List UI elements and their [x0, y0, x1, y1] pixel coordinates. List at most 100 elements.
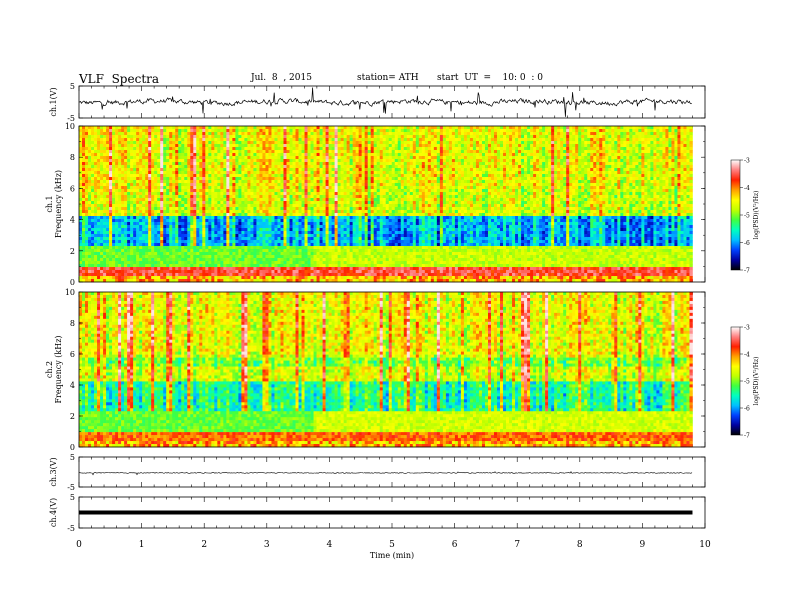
spectrogram-cell: [229, 216, 232, 219]
spectrogram-cell: [172, 213, 175, 216]
spectrogram-cell: [196, 219, 199, 222]
spectrogram-cell: [253, 246, 256, 249]
spectrogram-cell: [121, 216, 124, 219]
spectrogram-cell: [202, 177, 205, 180]
spectrogram-cell: [91, 195, 94, 198]
spectrogram-cell: [94, 171, 97, 174]
spectrogram-cell: [166, 177, 169, 180]
spectrogram-cell: [94, 126, 97, 129]
spectrogram-cell: [157, 246, 160, 249]
spectrogram-cell: [154, 267, 157, 270]
spectrogram-cell: [124, 195, 127, 198]
spectrogram-cell: [106, 270, 109, 273]
spectrogram-cell: [241, 144, 244, 147]
spectrogram-cell: [91, 264, 94, 267]
spectrogram-cell: [148, 171, 151, 174]
spectrogram-cell: [151, 216, 154, 219]
spectrogram-cell: [133, 129, 136, 132]
spectrogram-cell: [181, 219, 184, 222]
spectrogram-cell: [88, 210, 91, 213]
spectrogram-cell: [154, 153, 157, 156]
spectrogram-cell: [214, 156, 217, 159]
spectrogram-cell: [232, 168, 235, 171]
spectrogram-cell: [250, 270, 253, 273]
spectrogram-cell: [82, 273, 85, 276]
spectrogram-cell: [223, 222, 226, 225]
spectrogram-cell: [217, 207, 220, 210]
spectrogram-cell: [172, 249, 175, 252]
spectrogram-cell: [94, 180, 97, 183]
spectrogram-cell: [199, 159, 202, 162]
spectrogram-cell: [265, 255, 268, 258]
spectrogram-cell: [157, 267, 160, 270]
spectrogram-cell: [268, 225, 271, 228]
spectrogram-cell: [136, 201, 139, 204]
spectrogram-cell: [235, 135, 238, 138]
spectrogram-cell: [184, 204, 187, 207]
spectrogram-cell: [250, 141, 253, 144]
spectrogram-cell: [202, 126, 205, 129]
spectrogram-cell: [145, 213, 148, 216]
spectrogram-cell: [100, 126, 103, 129]
spectrogram-cell: [166, 252, 169, 255]
spectrogram-cell: [103, 231, 106, 234]
spectrogram-cell: [121, 195, 124, 198]
spectrogram-cell: [256, 276, 259, 279]
spectrogram-cell: [223, 243, 226, 246]
spectrogram-cell: [133, 255, 136, 258]
spectrogram-cell: [223, 177, 226, 180]
spectrogram-cell: [151, 267, 154, 270]
spectrogram-cell: [238, 198, 241, 201]
spectrogram-cell: [160, 210, 163, 213]
spectrogram-cell: [172, 237, 175, 240]
spectrogram-cell: [190, 249, 193, 252]
spectrogram-cell: [154, 210, 157, 213]
spectrogram-cell: [223, 267, 226, 270]
spectrogram-cell: [172, 183, 175, 186]
spectrogram-cell: [187, 270, 190, 273]
spectrogram-cell: [136, 249, 139, 252]
spectrogram-cell: [124, 138, 127, 141]
spectrogram-cell: [217, 261, 220, 264]
spectrogram-cell: [217, 198, 220, 201]
spectrogram-cell: [268, 204, 271, 207]
spectrogram-cell: [172, 144, 175, 147]
spectrogram-cell: [214, 234, 217, 237]
spectrogram-cell: [226, 138, 229, 141]
spectrogram-cell: [217, 204, 220, 207]
spectrogram-cell: [196, 228, 199, 231]
spectrogram-cell: [166, 237, 169, 240]
spectrogram-cell: [151, 138, 154, 141]
spectrogram-cell: [85, 126, 88, 129]
spectrogram-cell: [232, 126, 235, 129]
spectrogram-cell: [211, 192, 214, 195]
spectrogram-cell: [88, 174, 91, 177]
spectrogram-cell: [160, 153, 163, 156]
spectrogram-cell: [241, 237, 244, 240]
spectrogram-cell: [136, 276, 139, 279]
spectrogram-cell: [208, 264, 211, 267]
spectrogram-cell: [172, 246, 175, 249]
spectrogram-cell: [133, 126, 136, 129]
spectrogram-cell: [124, 150, 127, 153]
spectrogram-cell: [259, 156, 262, 159]
spectrogram-cell: [112, 126, 115, 129]
spectrogram-cell: [265, 198, 268, 201]
spectrogram-cell: [193, 207, 196, 210]
spectrogram-cell: [136, 126, 139, 129]
spectrogram-cell: [103, 255, 106, 258]
spectrogram-cell: [100, 225, 103, 228]
spectrogram-cell: [160, 201, 163, 204]
spectrogram-cell: [175, 168, 178, 171]
spectrogram-cell: [178, 258, 181, 261]
spectrogram-cell: [205, 228, 208, 231]
spectrogram-cell: [220, 156, 223, 159]
spectrogram-cell: [175, 273, 178, 276]
spectrogram-cell: [112, 237, 115, 240]
spectrogram-cell: [220, 261, 223, 264]
spectrogram-cell: [259, 168, 262, 171]
spectrogram-cell: [166, 186, 169, 189]
spectrogram-cell: [136, 183, 139, 186]
spectrogram-cell: [265, 153, 268, 156]
spectrogram-cell: [112, 273, 115, 276]
